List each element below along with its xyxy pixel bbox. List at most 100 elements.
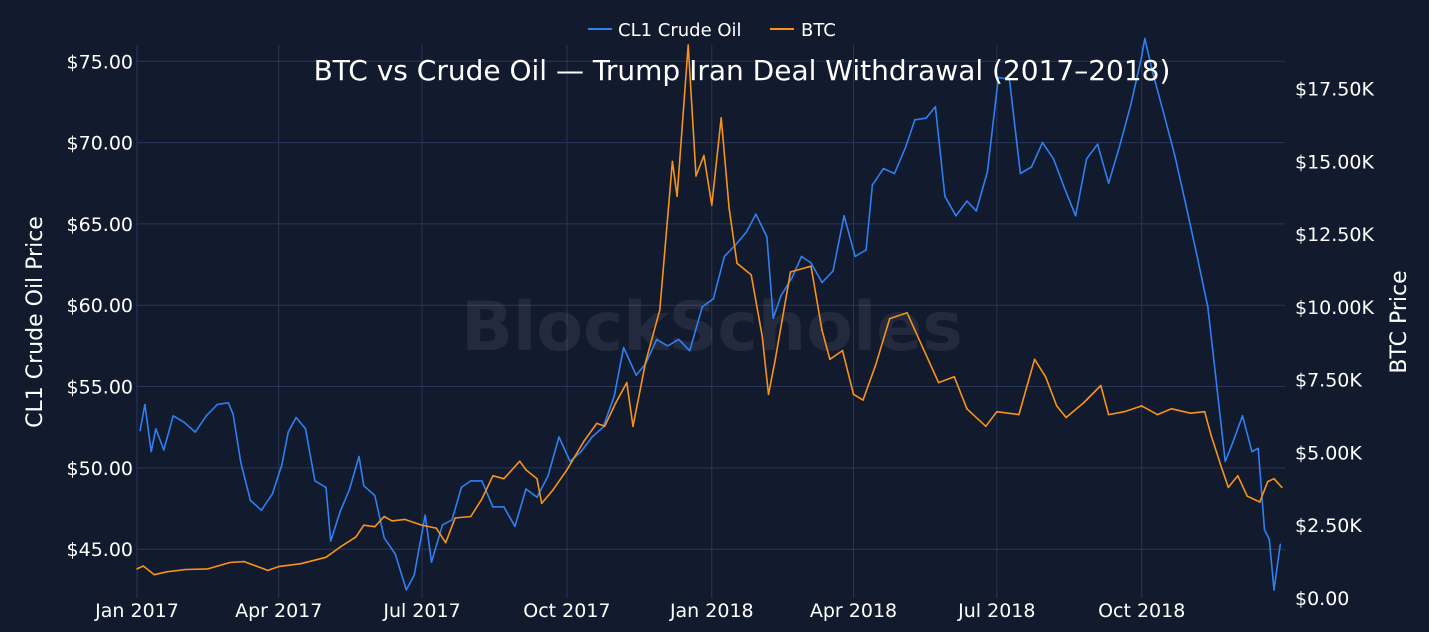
data-point (227, 402, 230, 404)
data-point (937, 381, 940, 384)
y2-tick-label: $10.00K (1295, 297, 1374, 319)
data-point (671, 160, 674, 163)
data-point (229, 561, 231, 564)
data-point (1273, 589, 1275, 591)
data-point (383, 515, 386, 518)
data-point (525, 488, 527, 490)
data-point (136, 568, 138, 570)
data-point (1174, 154, 1176, 157)
data-point (205, 415, 208, 417)
y2-axis-title: BTC Price (1387, 270, 1412, 373)
data-point (888, 317, 891, 320)
data-point (774, 361, 776, 364)
grid (136, 45, 1285, 598)
x-tick-label: Jul 2018 (957, 600, 1035, 622)
data-point (944, 195, 946, 198)
data-point (1100, 384, 1102, 387)
data-point (518, 460, 521, 463)
data-point (300, 562, 302, 565)
data-point (720, 117, 722, 119)
x-tick-label: Apr 2018 (810, 600, 897, 622)
data-point (1065, 416, 1067, 419)
data-point (271, 493, 274, 495)
data-point (329, 540, 332, 542)
data-point (1074, 215, 1077, 217)
data-point (677, 338, 680, 341)
data-point (789, 271, 792, 273)
data-point (676, 195, 678, 198)
series-line[interactable] (136, 44, 1283, 576)
data-point (435, 527, 438, 529)
data-point (723, 255, 726, 258)
data-point (232, 413, 234, 416)
data-point (821, 329, 823, 332)
x-tick-label: Jan 2018 (669, 600, 754, 622)
data-point (413, 574, 416, 576)
data-point (144, 403, 146, 406)
data-point (185, 568, 187, 571)
x-tick-label: Oct 2018 (1098, 600, 1185, 622)
data-point (1096, 143, 1099, 145)
data-point (1082, 402, 1085, 404)
data-point (314, 480, 316, 482)
data-point (492, 506, 494, 508)
data-point (1107, 413, 1110, 416)
data-point (481, 498, 483, 500)
data-point (1052, 158, 1055, 160)
data-point (536, 496, 538, 499)
data-point (852, 393, 855, 396)
data-point (736, 262, 738, 265)
data-point (1063, 187, 1066, 189)
data-point (260, 509, 263, 512)
data-point (1129, 104, 1132, 106)
data-point (1118, 145, 1121, 147)
legend-label-oil[interactable]: CL1 Crude Oil (618, 20, 742, 41)
x-tick-label: Oct 2017 (523, 600, 610, 622)
data-point (1140, 405, 1143, 407)
data-point (914, 119, 916, 121)
data-point (481, 480, 483, 482)
data-point (249, 499, 252, 502)
y2-tick-label: $17.50K (1295, 79, 1374, 101)
data-point (421, 524, 423, 526)
data-point (150, 450, 152, 453)
y-tick-label: $45.00 (67, 539, 133, 561)
series-layer (136, 37, 1283, 591)
data-point (1232, 441, 1234, 443)
data-point (1277, 554, 1280, 557)
data-point (166, 571, 168, 573)
y2-tick-label: $2.50K (1295, 515, 1362, 537)
data-point (304, 428, 307, 430)
data-point (1219, 463, 1222, 465)
chart-title: BTC vs Crude Oil — Trump Iran Deal Withd… (314, 54, 1171, 87)
legend-label-btc[interactable]: BTC (801, 20, 836, 41)
data-point (1210, 434, 1212, 436)
data-point (325, 556, 327, 559)
data-point (1107, 182, 1110, 185)
data-point (810, 262, 812, 264)
data-point (1019, 172, 1022, 175)
series-oil (139, 37, 1282, 591)
data-point (832, 270, 834, 272)
data-point (688, 350, 691, 352)
y2-tick-label: $5.00K (1295, 442, 1362, 464)
legend: CL1 Crude Oil BTC (588, 20, 836, 41)
data-point (207, 568, 209, 570)
data-point (403, 518, 406, 521)
data-point (1044, 376, 1047, 378)
y2-tick-label: $0.00 (1295, 588, 1349, 610)
data-point (1279, 543, 1282, 546)
data-point (259, 566, 261, 569)
data-point (1241, 415, 1244, 417)
data-point (1246, 495, 1248, 497)
data-point (904, 146, 907, 149)
data-point (695, 175, 697, 177)
data-point (1189, 412, 1192, 415)
data-point (772, 317, 774, 320)
data-point (1263, 528, 1266, 531)
data-point (843, 215, 845, 217)
data-point (139, 429, 141, 432)
data-point (358, 455, 360, 458)
data-point (1266, 480, 1269, 483)
